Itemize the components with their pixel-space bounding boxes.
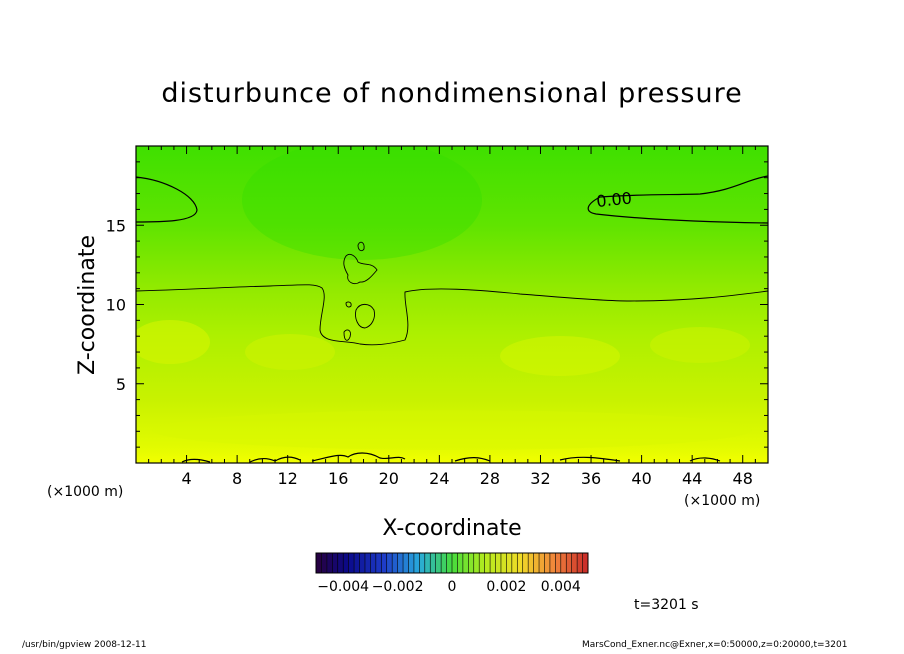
colorbar-cell — [517, 553, 523, 573]
contour-blob-1 — [343, 253, 378, 285]
x-tick-label: 36 — [581, 469, 601, 488]
contour-blob-2 — [357, 241, 365, 252]
colorbar-cell — [326, 553, 333, 573]
colorbar-frame — [315, 552, 589, 574]
contour-upper-right — [587, 175, 768, 224]
colorbar-cell — [381, 553, 387, 573]
colorbar — [315, 552, 589, 574]
x-tick-label: 8 — [232, 469, 242, 488]
colorbar-tick-label: −0.004 — [317, 579, 369, 595]
colorbar-tick-label: 0.002 — [486, 579, 526, 595]
colorbar-cell — [484, 553, 491, 573]
contour-blob-3 — [355, 303, 375, 329]
colorbar-cell — [500, 553, 507, 573]
colorbar-cell — [424, 553, 431, 573]
colorbar-cell — [560, 553, 567, 573]
colorbar-cell — [457, 553, 463, 573]
colorbar-cell — [354, 553, 360, 573]
colorbar-cell — [577, 553, 583, 573]
colorbar-cell — [528, 553, 534, 573]
colorbar-cell — [332, 553, 338, 573]
colorbar-cell — [571, 553, 578, 573]
colorbar-cell — [392, 553, 398, 573]
x-tick-label: 28 — [480, 469, 500, 488]
colorbar-tick-label: 0.004 — [541, 579, 581, 595]
heatmap-field: 0.00 — [136, 146, 768, 463]
colorbar-cell — [364, 553, 371, 573]
x-tick-label: 4 — [181, 469, 191, 488]
colorbar-cell — [441, 553, 447, 573]
colorbar-cell — [495, 553, 501, 573]
x-tick-label: 40 — [631, 469, 651, 488]
x-tick-label: 20 — [379, 469, 399, 488]
colorbar-tick-label: −0.002 — [372, 579, 424, 595]
colorbar-cell — [403, 553, 409, 573]
y-axis-label: Z-coordinate — [75, 235, 100, 375]
y-tick-label: 10 — [106, 296, 126, 315]
colorbar-cell — [408, 553, 414, 573]
footer-right: MarsCond_Exner.nc@Exner,x=0:50000,z=0:20… — [582, 640, 848, 650]
colorbar-tick-label: 0 — [448, 579, 457, 595]
colorbar-cell — [386, 553, 393, 573]
contour-blob-4 — [343, 329, 351, 341]
colorbar-cell — [468, 553, 474, 573]
colorbar-cell — [539, 553, 545, 573]
colorbar-cell — [446, 553, 452, 573]
colorbar-cell — [316, 553, 322, 573]
x-tick-label: 48 — [733, 469, 753, 488]
contour-blob-5 — [345, 301, 352, 308]
colorbar-cell — [511, 553, 518, 573]
contour-label: 0.00 — [595, 188, 632, 211]
y-tick-label: 15 — [106, 216, 126, 235]
x-unit-label: (×1000 m) — [684, 493, 760, 509]
colorbar-cell — [397, 553, 404, 573]
colorbar-cell — [473, 553, 480, 573]
colorbar-cell — [452, 553, 458, 573]
contour-mid — [136, 284, 768, 346]
colorbar-cell — [490, 553, 496, 573]
contour-upper-left — [136, 176, 198, 223]
time-label: t=3201 s — [634, 597, 699, 613]
x-tick-label: 32 — [530, 469, 550, 488]
colorbar-cell — [566, 553, 572, 573]
colorbar-cell — [435, 553, 442, 573]
colorbar-cell — [506, 553, 512, 573]
colorbar-cell — [555, 553, 561, 573]
colorbar-cell — [343, 553, 349, 573]
colorbar-cell — [359, 553, 365, 573]
colorbar-cell — [413, 553, 420, 573]
colorbar-cell — [348, 553, 355, 573]
colorbar-cell — [462, 553, 469, 573]
footer-left: /usr/bin/gpview 2008-12-11 — [22, 640, 147, 650]
x-axis-label: X-coordinate — [382, 516, 521, 541]
colorbar-cell — [375, 553, 382, 573]
x-tick-label: 24 — [429, 469, 449, 488]
colorbar-cell — [337, 553, 344, 573]
x-tick-label: 44 — [682, 469, 702, 488]
colorbar-cell — [582, 553, 588, 573]
colorbar-cell — [522, 553, 529, 573]
x-tick-label: 12 — [278, 469, 298, 488]
colorbar-cell — [430, 553, 436, 573]
colorbar-cell — [479, 553, 485, 573]
axis-ticks — [136, 146, 768, 463]
colorbar-cell — [549, 553, 556, 573]
y-unit-label: (×1000 m) — [47, 484, 123, 500]
chart-title: disturbunce of nondimensional pressure — [161, 78, 742, 109]
colorbar-cell — [419, 553, 425, 573]
colorbar-cell — [544, 553, 550, 573]
colorbar-cell — [321, 553, 327, 573]
colorbar-tick-labels: −0.004 −0.002 0 0.002 0.004 — [317, 579, 581, 595]
colorbar-cell — [370, 553, 376, 573]
colorbar-cell — [533, 553, 540, 573]
x-tick-label: 16 — [328, 469, 348, 488]
y-tick-label: 5 — [116, 375, 126, 394]
